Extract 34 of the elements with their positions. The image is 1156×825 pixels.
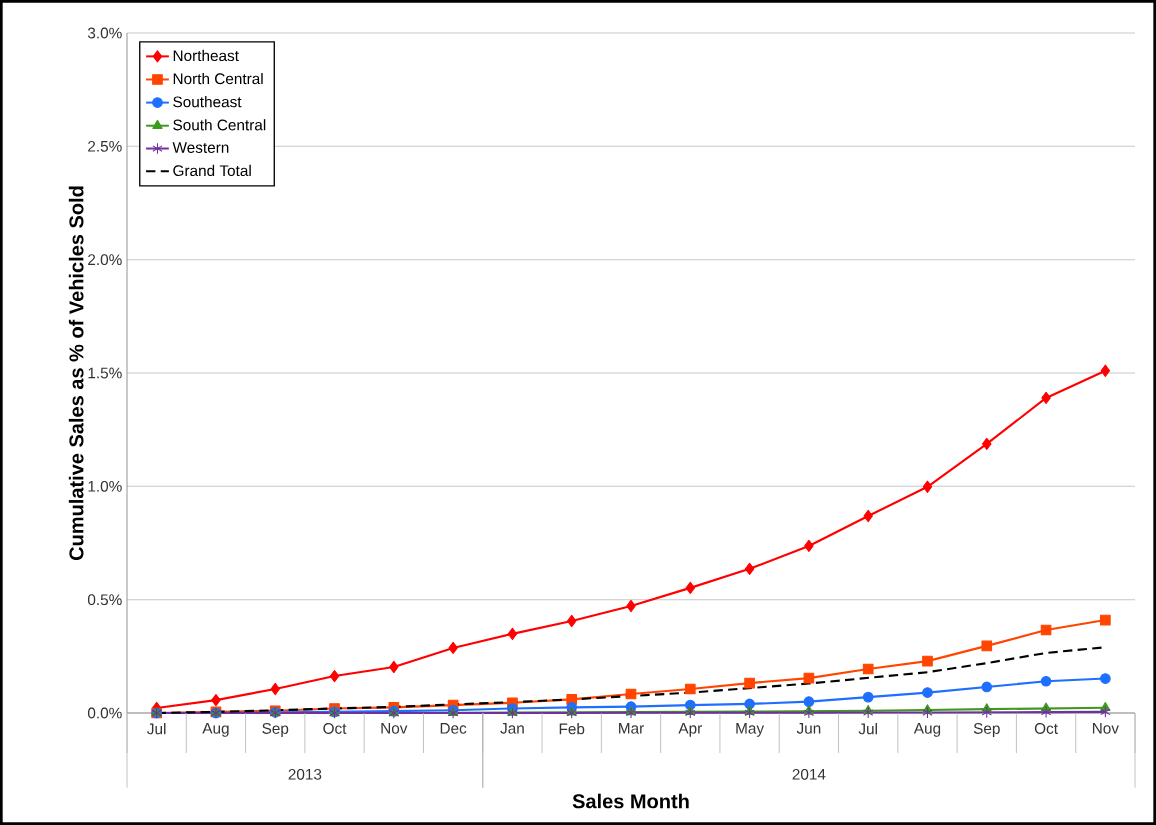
legend-label: Southeast (173, 96, 242, 108)
y-tick-label: 2.0% (88, 254, 122, 266)
legend-label: South Central (173, 119, 266, 131)
x-tick-label: May (736, 723, 765, 737)
y-tick-label: 1.0% (88, 480, 122, 492)
y-tick-label: 3.0% (87, 27, 122, 39)
x-tick-label: Jul (147, 723, 166, 735)
x-tick-label: Sep (262, 723, 289, 737)
x-tick-label: Nov (381, 723, 408, 734)
y-tick-label: 1.5% (88, 367, 122, 379)
x-tick-label: Sep (973, 723, 1000, 737)
x-tick-label: Aug (913, 723, 941, 737)
y-tick-label: 2.5% (88, 140, 122, 152)
text: 2014 (792, 768, 826, 780)
x-tick-label: Jun (796, 723, 821, 734)
y-axis-title: Cumulative Sales as % of Vehicles Sold (68, 186, 84, 561)
x-tick-label: Oct (323, 723, 347, 734)
x-tick-label: Aug (202, 723, 229, 737)
x-axis-title: Sales Month (572, 793, 689, 809)
x-tick-label: Jul (858, 723, 877, 735)
x-tick-label: Feb (559, 723, 585, 735)
legend-label: North Central (173, 72, 263, 85)
x-tick-label: Mar (619, 723, 644, 734)
legend-label: Northeast (173, 49, 239, 62)
legend-label: Western (172, 142, 229, 153)
x-tick-label: Oct (1034, 723, 1058, 734)
y-tick-label: 0.5% (87, 594, 122, 606)
x-tick-label: Nov (1092, 723, 1119, 734)
y-tick-label: 0.0% (87, 707, 122, 719)
text: 2013 (288, 768, 322, 780)
legend-label: Grand Total (173, 164, 251, 177)
x-tick-label: Apr (678, 723, 702, 737)
x-tick-label: Jan (500, 723, 524, 734)
x-tick-label: Dec (440, 723, 467, 734)
